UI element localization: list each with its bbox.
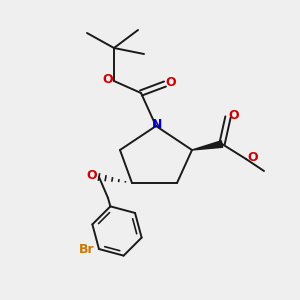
Text: Br: Br <box>79 242 94 256</box>
Text: N: N <box>152 118 163 131</box>
Polygon shape <box>192 141 223 150</box>
Text: O: O <box>247 151 258 164</box>
Text: O: O <box>102 73 113 86</box>
Text: O: O <box>86 169 97 182</box>
Text: O: O <box>165 76 176 89</box>
Text: O: O <box>228 109 239 122</box>
